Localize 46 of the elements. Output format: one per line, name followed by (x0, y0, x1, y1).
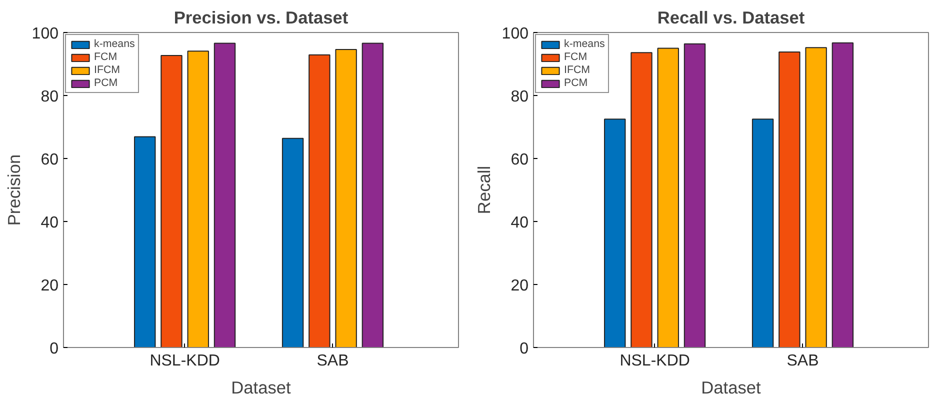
legend-label: FCM (564, 51, 588, 63)
x-tick-label: NSL-KDD (150, 352, 220, 370)
legend-label: IFCM (94, 64, 120, 76)
bar (752, 118, 774, 348)
bar (805, 47, 827, 348)
y-axis-title: Recall (474, 166, 494, 214)
bar (160, 54, 182, 348)
legend-label: FCM (94, 51, 118, 63)
legend-label: IFCM (564, 64, 590, 76)
y-tick-label: 100 (502, 26, 529, 42)
bar (282, 138, 304, 348)
bar (778, 52, 800, 348)
x-tick-label: NSL-KDD (620, 352, 690, 370)
bar (362, 42, 384, 348)
legend-label: PCM (94, 77, 118, 89)
chart-title: Recall vs. Dataset (657, 8, 805, 28)
x-tick-label: SAB (316, 352, 349, 370)
x-tick-label: SAB (786, 352, 819, 370)
y-tick-label: 100 (32, 26, 59, 42)
bar (832, 42, 854, 348)
y-tick-label: 80 (40, 88, 59, 106)
y-tick-label: 80 (510, 88, 529, 106)
bar (134, 136, 156, 348)
y-tick-label: 0 (520, 340, 529, 358)
legend-label: k-means (94, 38, 135, 50)
y-tick-label: 20 (40, 278, 59, 294)
legend-label: k-means (564, 38, 605, 50)
bar (657, 48, 679, 348)
y-tick-label: 40 (40, 214, 59, 232)
y-tick-label: 60 (510, 152, 529, 168)
y-tick-label: 20 (510, 278, 529, 294)
bar (630, 52, 652, 348)
chart-title: Precision vs. Dataset (174, 8, 348, 28)
x-axis-title: Dataset (231, 378, 292, 398)
legend-label: PCM (564, 77, 588, 89)
bar (335, 49, 357, 348)
bar (214, 42, 236, 348)
y-tick-label: 40 (510, 214, 529, 232)
bar (308, 54, 330, 348)
bar (684, 43, 706, 348)
bar (604, 118, 626, 348)
y-tick-label: 0 (50, 340, 59, 358)
y-axis-title: Precision (4, 154, 24, 226)
y-tick-label: 60 (40, 152, 59, 168)
bar (187, 50, 209, 348)
x-axis-title: Dataset (701, 378, 762, 398)
